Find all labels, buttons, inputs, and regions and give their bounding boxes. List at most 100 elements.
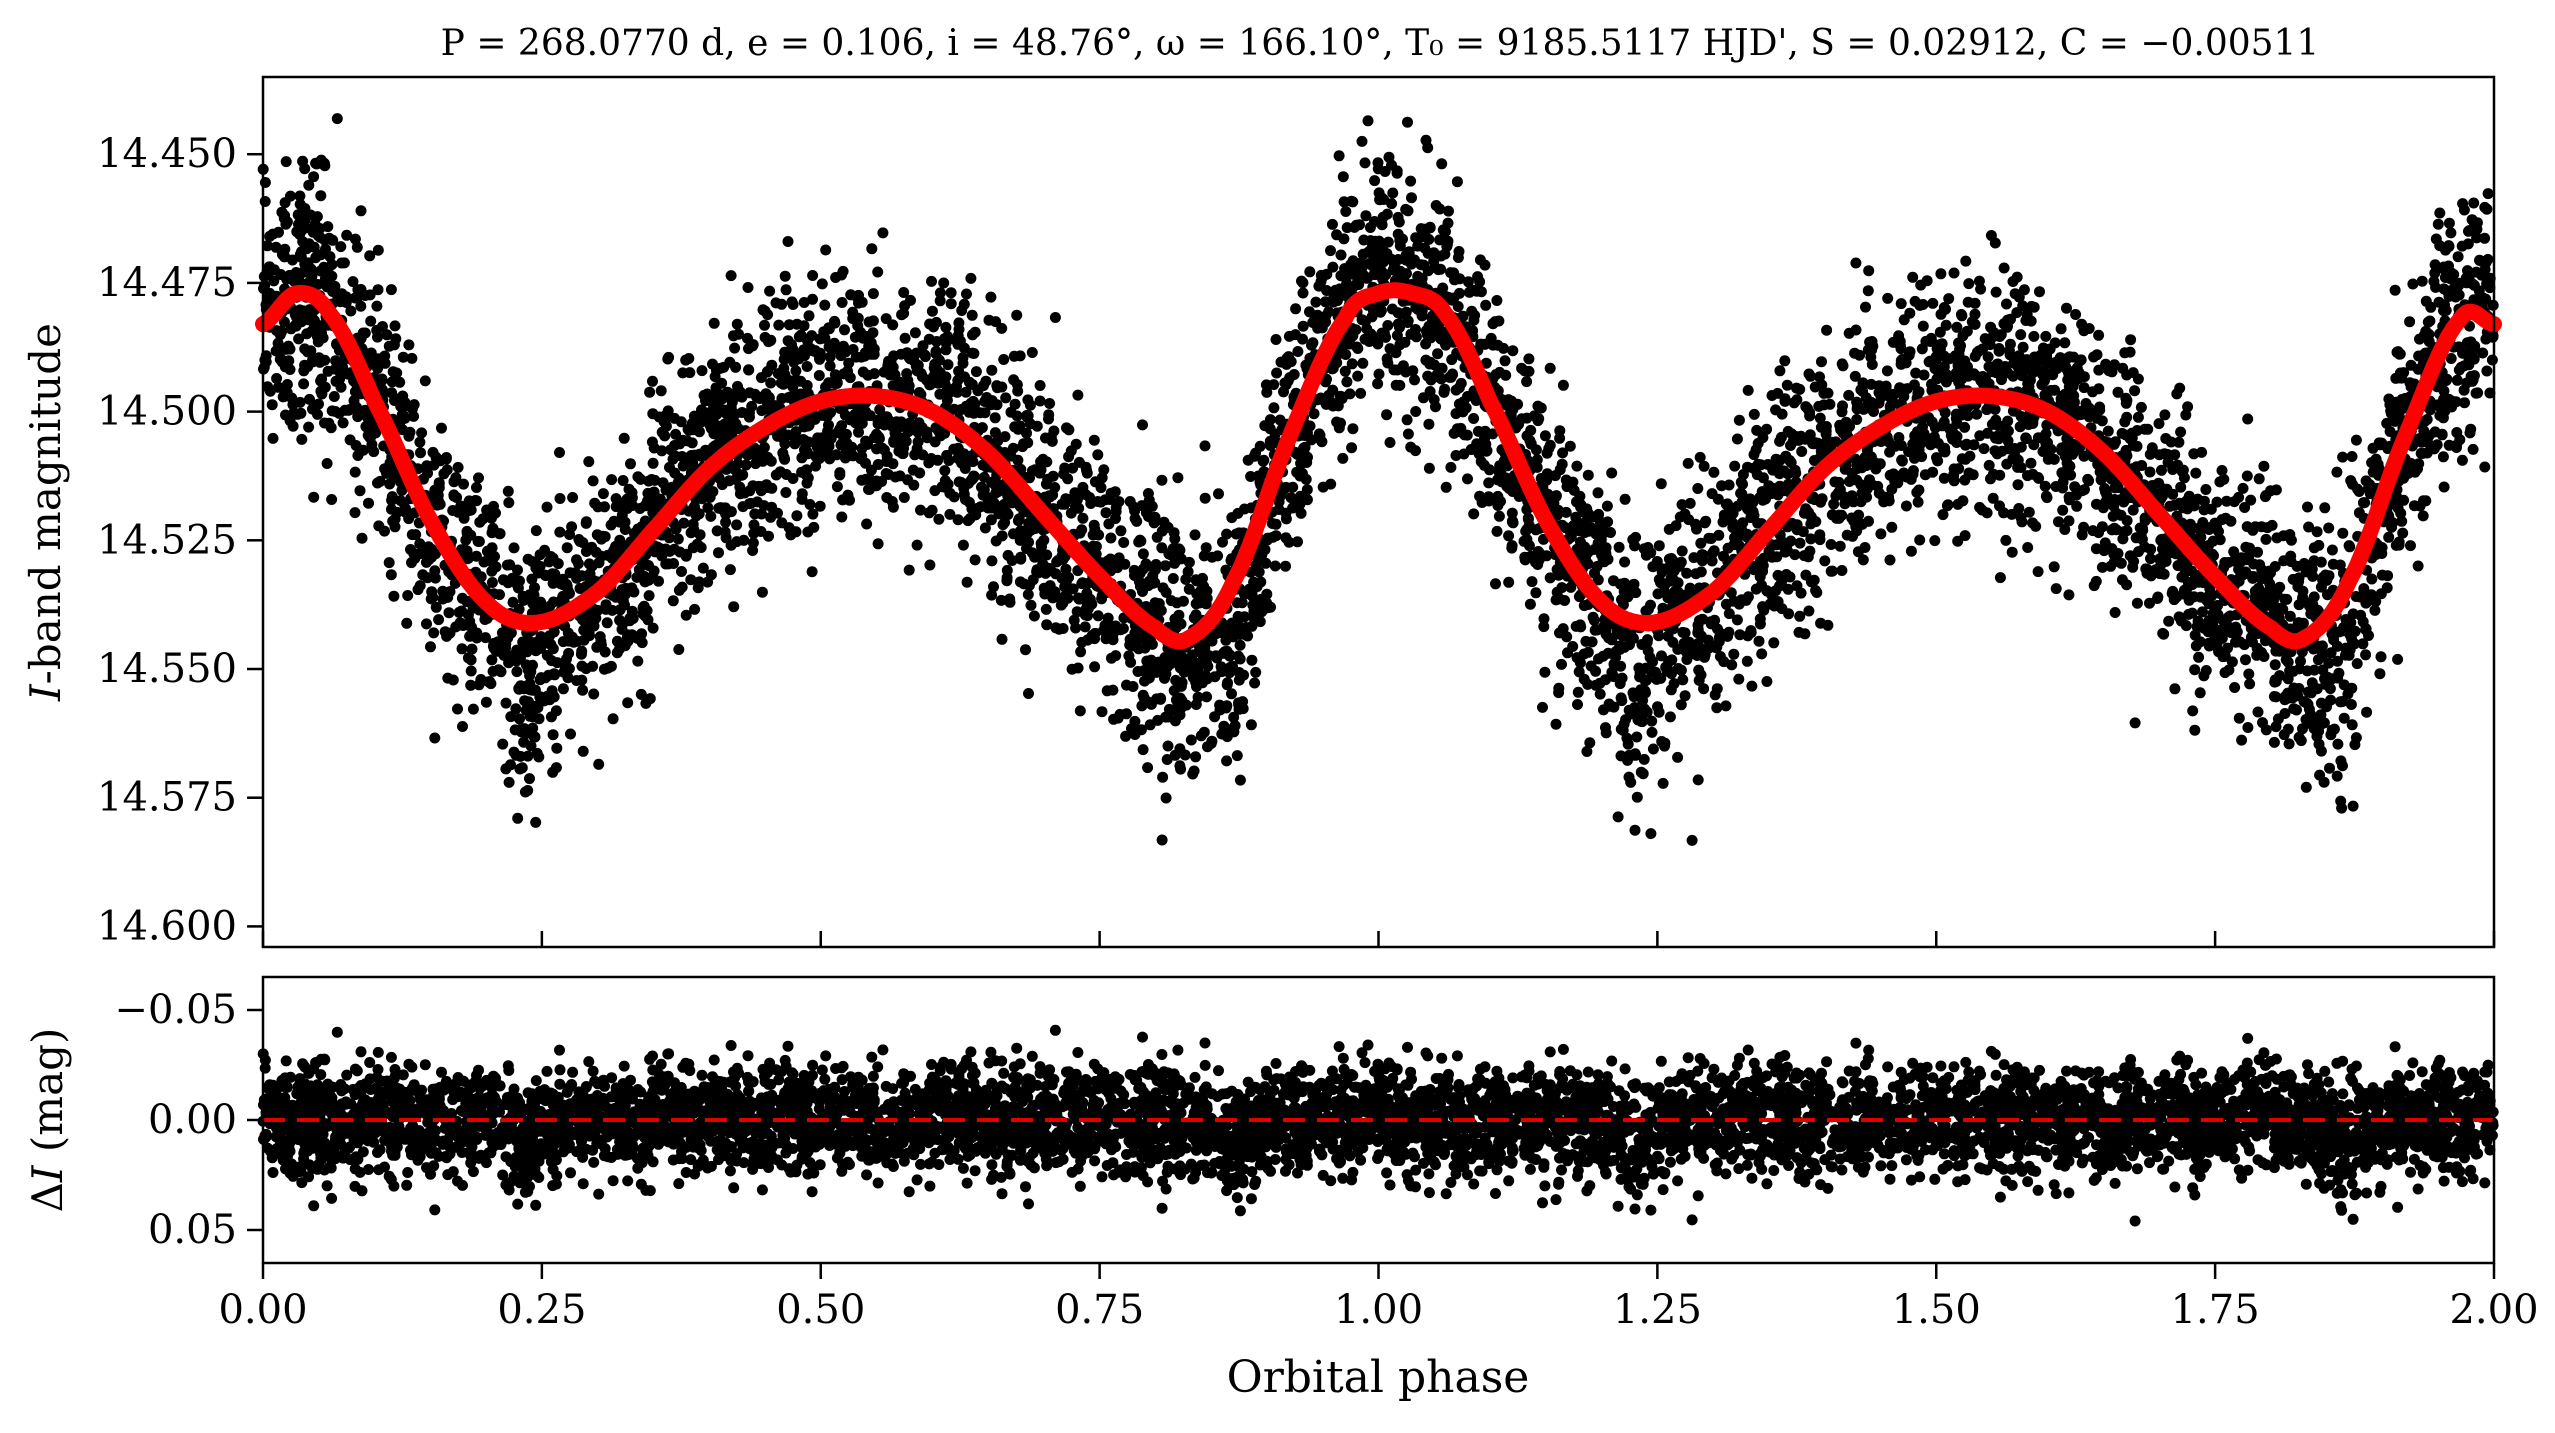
light-curve-point xyxy=(1531,461,1543,473)
light-curve-point xyxy=(929,375,941,387)
light-curve-point xyxy=(500,763,512,775)
light-curve-point xyxy=(1401,414,1413,426)
light-curve-point xyxy=(1635,715,1647,727)
light-curve-point xyxy=(1589,567,1600,579)
light-curve-point xyxy=(1162,740,1174,752)
light-curve-point xyxy=(2229,682,2241,693)
light-curve-point xyxy=(442,672,454,684)
light-curve-point xyxy=(2279,593,2291,605)
light-curve-point xyxy=(2268,736,2280,748)
light-curve-point xyxy=(512,812,524,824)
light-curve-point xyxy=(793,331,805,343)
light-curve-point xyxy=(632,655,644,667)
light-curve-point xyxy=(1794,537,1806,549)
light-curve-point xyxy=(1803,605,1815,617)
light-curve-point xyxy=(1200,670,1212,681)
light-curve-point xyxy=(1106,652,1117,664)
light-curve-point xyxy=(1198,726,1210,738)
light-curve-point xyxy=(996,322,1008,334)
light-curve-point xyxy=(2346,719,2358,731)
light-curve-point xyxy=(728,601,740,613)
light-curve-point xyxy=(939,465,951,477)
light-curve-point xyxy=(835,350,847,362)
light-curve-point xyxy=(1679,690,1691,702)
light-curve-point xyxy=(1951,321,1963,333)
light-curve-point xyxy=(1638,753,1650,765)
light-curve-point xyxy=(471,632,483,644)
light-curve-point xyxy=(1957,495,1969,507)
light-curve-point xyxy=(2243,668,2255,680)
light-curve-point xyxy=(1035,464,1047,476)
light-curve-point xyxy=(368,446,380,458)
light-curve-point xyxy=(1907,271,1919,283)
light-curve-point xyxy=(550,705,562,717)
light-curve-point xyxy=(1989,237,2001,249)
light-curve-point xyxy=(511,666,523,678)
light-curve-point xyxy=(2033,472,2045,484)
light-curve-point xyxy=(1115,525,1127,537)
light-curve-point xyxy=(1872,480,1884,492)
light-curve-point xyxy=(1199,492,1211,504)
light-curve-point xyxy=(513,683,525,695)
light-curve-point xyxy=(325,422,337,434)
light-curve-point xyxy=(2458,384,2470,396)
light-curve-point xyxy=(638,600,650,612)
light-curve-point xyxy=(1474,490,1486,502)
light-curve-point xyxy=(1824,398,1836,410)
light-curve-point xyxy=(2324,683,2336,695)
light-curve-point xyxy=(385,284,397,296)
light-curve-point xyxy=(1487,318,1499,330)
light-curve-point xyxy=(448,489,460,501)
light-curve-point xyxy=(371,324,383,336)
light-curve-point xyxy=(1327,362,1339,374)
light-curve-point xyxy=(1849,370,1861,382)
light-curve-point xyxy=(1532,400,1544,412)
light-curve-point xyxy=(933,513,945,525)
light-curve-point xyxy=(843,357,855,369)
light-curve-point xyxy=(1420,134,1432,146)
light-curve-point xyxy=(1355,387,1367,399)
light-curve-point xyxy=(1376,219,1388,231)
light-curve-point xyxy=(1152,714,1164,726)
light-curve-point xyxy=(529,731,541,743)
light-curve-point xyxy=(2192,615,2204,627)
light-curve-point xyxy=(1192,691,1204,703)
light-curve-point xyxy=(1386,303,1398,315)
light-curve-point xyxy=(1692,624,1704,636)
light-curve-point xyxy=(986,364,998,376)
light-curve-point xyxy=(2244,678,2256,690)
light-curve-point xyxy=(1681,567,1693,579)
light-curve-point xyxy=(2142,423,2154,435)
light-curve-point xyxy=(2240,541,2252,553)
light-curve-point xyxy=(1056,572,1068,584)
light-curve-point xyxy=(2486,354,2498,366)
light-curve-point xyxy=(295,407,307,419)
light-curve-point xyxy=(1692,483,1704,494)
light-curve-point xyxy=(554,447,565,458)
light-curve-point xyxy=(350,440,362,451)
light-curve-point xyxy=(1998,507,2010,519)
light-curve-point xyxy=(729,342,741,354)
light-curve-point xyxy=(2315,556,2327,568)
light-curve-point xyxy=(1742,384,1754,396)
light-curve-point xyxy=(2351,658,2363,670)
light-curve-point xyxy=(2308,591,2320,603)
light-curve-point xyxy=(1177,595,1189,607)
light-curve-point xyxy=(1641,636,1653,648)
light-curve-point xyxy=(2034,286,2045,298)
light-curve-point xyxy=(1044,580,1056,592)
light-curve-point xyxy=(2347,800,2359,812)
light-curve-point xyxy=(1189,529,1201,541)
light-curve-point xyxy=(364,250,376,262)
light-curve-point xyxy=(2374,668,2386,680)
light-curve-point xyxy=(797,434,809,445)
light-curve-point xyxy=(602,662,614,674)
light-curve-point xyxy=(2397,527,2409,539)
light-curve-point xyxy=(1746,680,1758,692)
light-curve-point xyxy=(764,285,776,297)
light-curve-point xyxy=(1268,402,1280,414)
light-curve-point xyxy=(740,459,752,471)
light-curve-point xyxy=(2173,611,2185,623)
light-curve-point xyxy=(1911,486,1923,498)
